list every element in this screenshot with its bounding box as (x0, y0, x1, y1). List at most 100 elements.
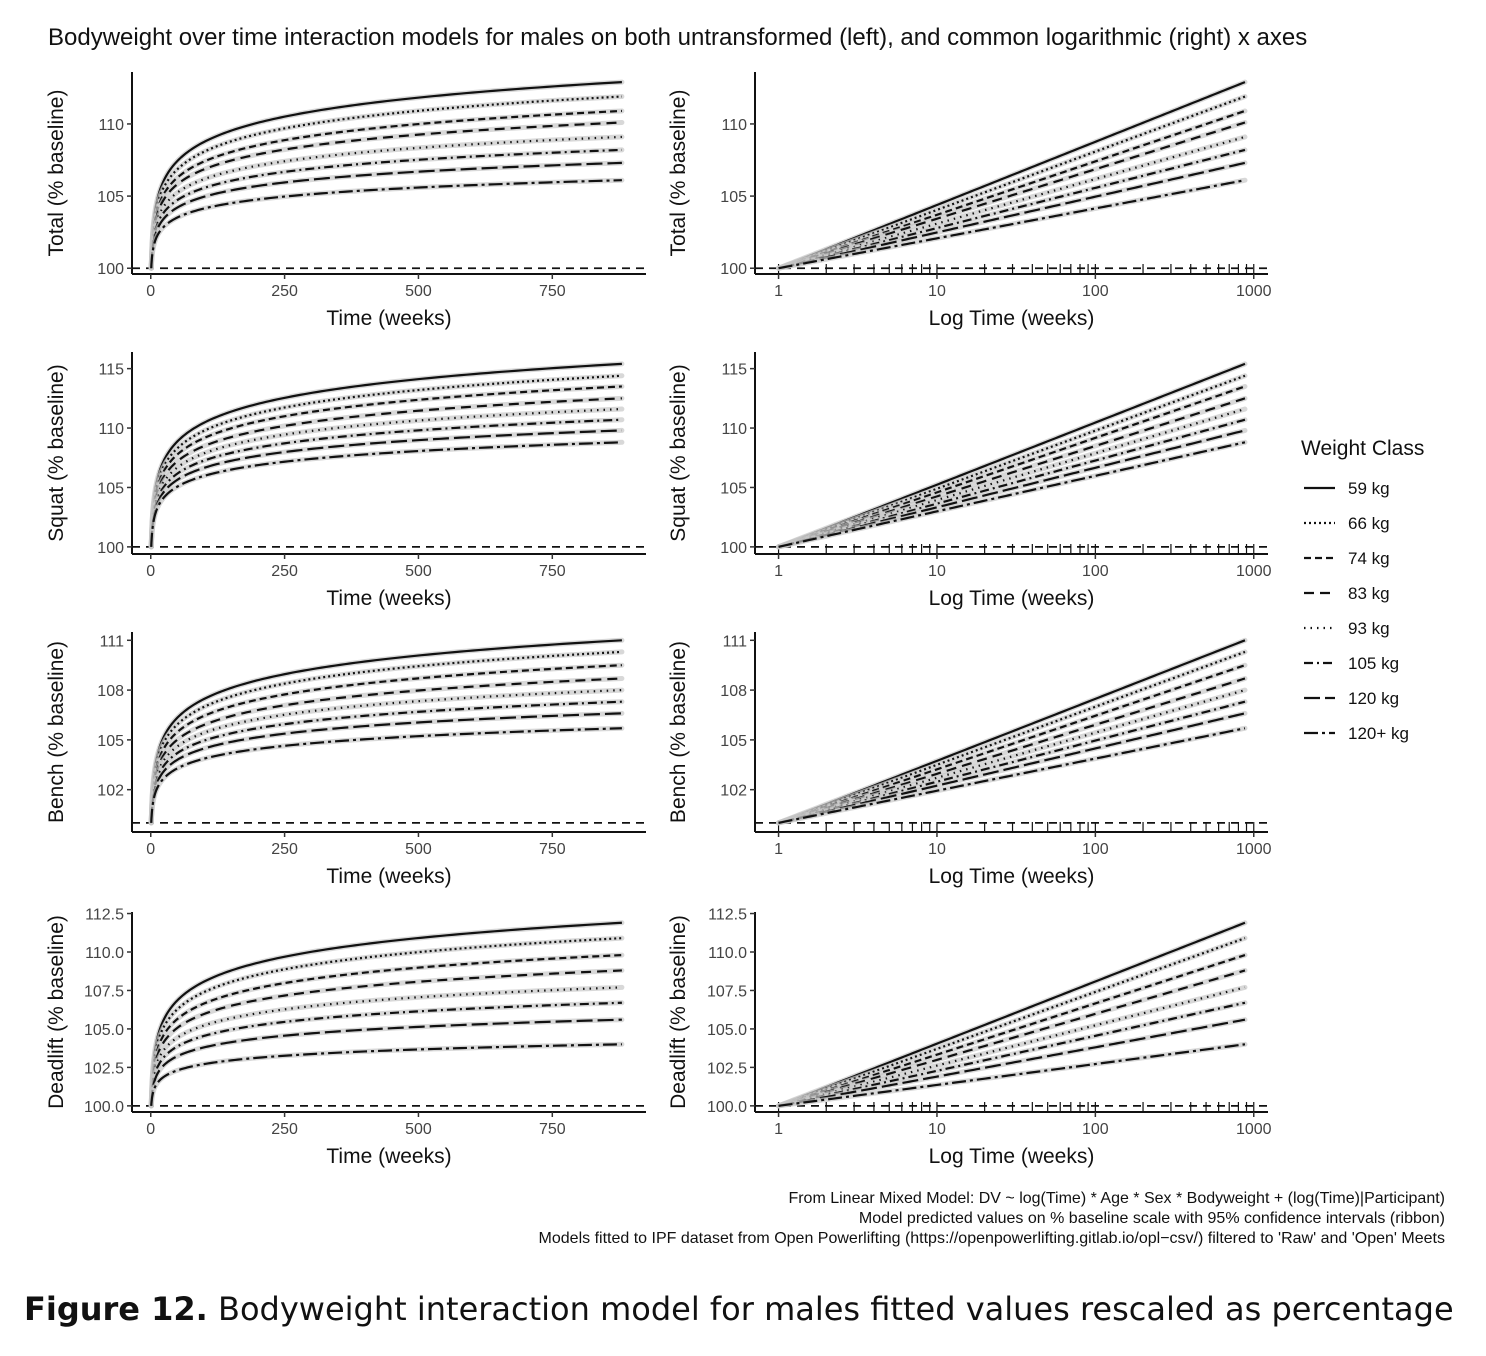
legend-label: 93 kg (1348, 619, 1390, 638)
series-line (150, 385, 622, 547)
x-tick-label: 100 (1082, 841, 1109, 858)
y-tick-label: 102.5 (707, 1060, 747, 1077)
x-axis-title: Log Time (weeks) (929, 1145, 1095, 1168)
legend-label: 105 kg (1348, 654, 1399, 673)
figure-caption-label: Figure 12. (24, 1290, 208, 1328)
series-line (150, 148, 622, 269)
confidence-ribbon (148, 1041, 625, 1109)
y-axis-title: Squat (% baseline) (667, 364, 690, 541)
x-tick-label: 750 (539, 841, 566, 858)
x-tick-label: 250 (271, 563, 298, 580)
x-axis-title: Log Time (weeks) (929, 865, 1095, 888)
x-tick-label: 0 (146, 1121, 155, 1138)
x-axis-title: Time (weeks) (326, 307, 451, 330)
legend-item: 93 kg (1304, 619, 1390, 638)
x-tick-label: 0 (146, 283, 155, 300)
series-line (778, 1001, 1246, 1107)
legend-item: 120+ kg (1304, 724, 1409, 743)
y-tick-label: 102 (720, 783, 747, 800)
legend-item: 83 kg (1304, 584, 1390, 603)
series-line (150, 418, 622, 547)
y-tick-label: 105.0 (84, 1022, 124, 1039)
model-note-2: Model predicted values on % baseline sca… (859, 1210, 1445, 1227)
series-line (778, 161, 1246, 270)
figure-caption-text: Bodyweight interaction model for males f… (207, 1290, 1454, 1328)
y-tick-label: 110 (98, 421, 124, 438)
panel-linear-2: 100 105 110 115 0 250 500 750 Time (weeks) Squat … (45, 352, 646, 610)
x-tick-label: 10 (928, 1121, 946, 1138)
y-tick-label: 112.5 (85, 907, 124, 924)
series-line (778, 986, 1246, 1107)
x-tick-label: 750 (539, 283, 566, 300)
x-tick-label: 100 (1082, 563, 1109, 580)
y-tick-label: 110.0 (708, 945, 747, 962)
x-tick-label: 1 (774, 283, 783, 300)
series-line (778, 969, 1246, 1107)
legend-label: 59 kg (1348, 479, 1390, 498)
y-tick-label: 105 (720, 733, 747, 750)
x-tick-label: 10 (928, 563, 946, 580)
x-axis-title: Log Time (weeks) (929, 307, 1095, 330)
y-tick-label: 102 (97, 783, 124, 800)
y-axis-title: Squat (% baseline) (45, 364, 68, 541)
x-tick-label: 750 (539, 1121, 566, 1138)
y-tick-label: 100 (97, 261, 124, 278)
legend-item: 105 kg (1304, 654, 1399, 673)
y-tick-label: 102.5 (84, 1060, 124, 1077)
y-tick-label: 105 (97, 480, 124, 497)
series-line (150, 441, 622, 547)
model-note-1: From Linear Mixed Model: DV ~ log(Time) … (788, 1190, 1445, 1207)
series-line (778, 689, 1246, 824)
series-line (150, 727, 622, 823)
legend-item: 59 kg (1304, 479, 1390, 498)
x-tick-label: 1 (774, 841, 783, 858)
figure-canvas: Bodyweight over time interaction models … (45, 24, 1445, 1247)
x-tick-label: 500 (405, 1121, 432, 1138)
legend-label: 120+ kg (1348, 724, 1409, 743)
y-axis-title: Deadlift (% baseline) (667, 915, 690, 1109)
chart-title: Bodyweight over time interaction models … (48, 24, 1307, 51)
x-tick-label: 1000 (1236, 283, 1272, 300)
panel-linear-1: 100 105 110 0 250 500 750 Time (weeks) Total (% … (45, 72, 646, 330)
y-tick-label: 100 (720, 261, 747, 278)
series-line (150, 407, 622, 547)
y-tick-label: 111 (100, 633, 124, 650)
y-tick-label: 105 (720, 480, 747, 497)
legend-item: 120 kg (1304, 689, 1399, 708)
y-tick-label: 108 (97, 683, 124, 700)
x-tick-label: 10 (928, 283, 946, 300)
legend-item: 74 kg (1304, 549, 1390, 568)
series-line (778, 1018, 1246, 1107)
x-tick-label: 250 (271, 1121, 298, 1138)
x-axis-title: Time (weeks) (326, 587, 451, 610)
series-line (150, 1043, 622, 1106)
x-tick-label: 10 (928, 841, 946, 858)
y-tick-label: 110 (721, 421, 747, 438)
y-tick-label: 111 (723, 633, 747, 650)
series-line (778, 429, 1246, 548)
x-tick-label: 250 (271, 841, 298, 858)
y-tick-label: 110 (98, 117, 124, 134)
y-axis-title: Bench (% baseline) (45, 641, 68, 823)
y-tick-label: 108 (720, 683, 747, 700)
x-axis-title: Log Time (weeks) (929, 587, 1095, 610)
y-tick-label: 105 (97, 733, 124, 750)
series-line (778, 1043, 1246, 1107)
x-tick-label: 1000 (1236, 841, 1272, 858)
x-tick-label: 100 (1082, 283, 1109, 300)
x-tick-label: 500 (405, 841, 432, 858)
legend-title: Weight Class (1301, 437, 1424, 460)
x-tick-label: 500 (405, 563, 432, 580)
confidence-ribbon (148, 160, 625, 271)
legend-label: 120 kg (1348, 689, 1399, 708)
x-tick-label: 250 (271, 283, 298, 300)
y-axis-title: Total (% baseline) (45, 90, 68, 257)
confidence-ribbon (148, 439, 625, 550)
series-line (778, 441, 1246, 548)
y-tick-label: 110.0 (85, 945, 124, 962)
series-line (778, 179, 1246, 270)
legend-label: 74 kg (1348, 549, 1390, 568)
x-axis-title: Time (weeks) (326, 865, 451, 888)
